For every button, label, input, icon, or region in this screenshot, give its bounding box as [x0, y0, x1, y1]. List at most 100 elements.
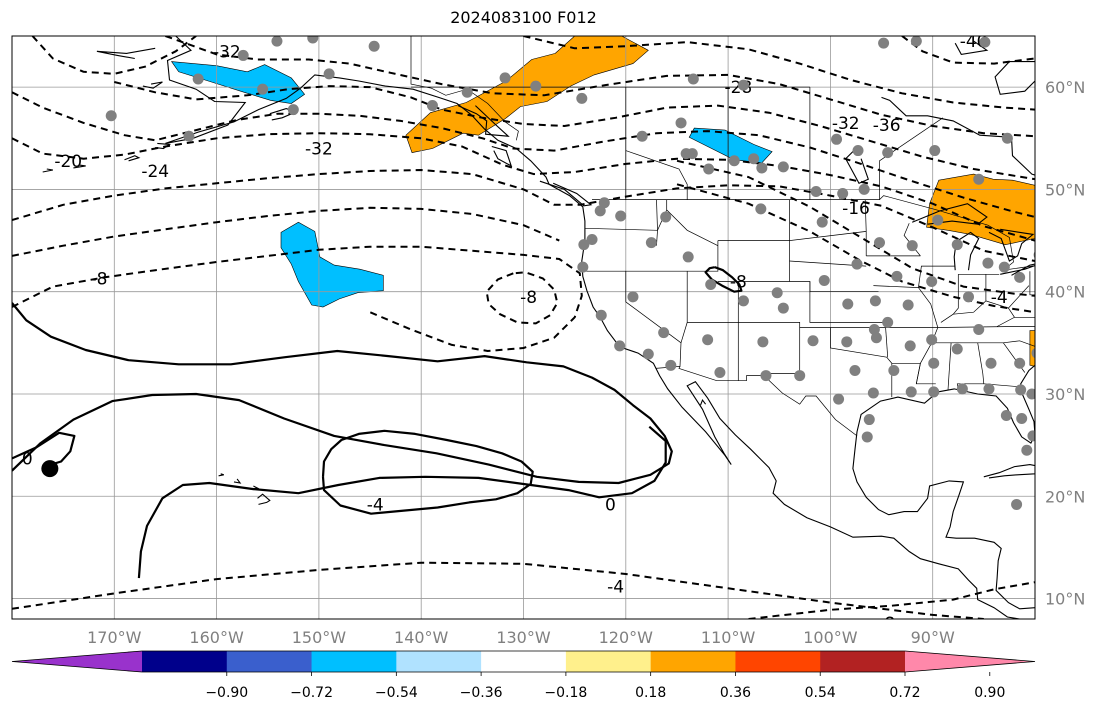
station-marker	[861, 431, 873, 443]
station-marker	[577, 261, 589, 273]
contour-label: -8	[878, 614, 895, 634]
dashed-minus12-east	[676, 159, 1035, 297]
colorbar-segment	[396, 651, 482, 672]
colorbar-tick-label: −0.18	[544, 685, 587, 701]
station-marker	[594, 205, 606, 217]
station-marker	[576, 92, 588, 104]
station-marker	[851, 258, 863, 270]
colorbar-tick-label: −0.72	[290, 685, 333, 701]
station-marker	[982, 257, 994, 269]
canada-bc-ab	[625, 150, 688, 200]
station-marker	[771, 287, 783, 299]
us-miss-river	[915, 287, 939, 384]
coastlines-layer	[42, 36, 1035, 619]
station-marker	[794, 370, 806, 382]
station-marker	[307, 36, 319, 44]
station-marker	[1034, 383, 1035, 388]
lon-tick-label: 100°W	[803, 628, 858, 647]
lon-tick-label: 110°W	[701, 628, 756, 647]
station-marker	[271, 36, 283, 47]
station-marker	[105, 110, 117, 122]
station-marker	[874, 237, 886, 249]
station-marker	[932, 214, 944, 226]
lon-tick-label: 140°W	[394, 628, 449, 647]
station-marker	[627, 291, 639, 303]
lake-winnipeg	[845, 148, 869, 185]
station-marker	[777, 302, 789, 314]
station-marker	[728, 155, 740, 167]
great-lakes-erie	[1000, 263, 1035, 276]
contour-0-north	[12, 302, 673, 485]
station-marker	[929, 145, 941, 157]
contour-0-west	[12, 431, 76, 467]
station-marker	[902, 299, 914, 311]
map-frame	[11, 35, 1036, 620]
station-marker	[837, 188, 849, 200]
station-marker	[816, 216, 828, 228]
station-marker	[675, 117, 687, 129]
station-marker	[1021, 444, 1033, 456]
station-marker	[985, 357, 997, 369]
station-marker	[1031, 347, 1035, 359]
dashed-minus20	[12, 132, 1035, 242]
us-dakotas	[789, 199, 867, 241]
colorbar-segment	[565, 651, 652, 672]
us-canada-border	[592, 195, 1035, 271]
lat-tick-label: 30°N	[1045, 385, 1085, 404]
station-marker	[642, 348, 654, 360]
lon-tick-label: 130°W	[496, 628, 551, 647]
dashed-minus8-big	[12, 245, 583, 352]
station-marker	[926, 275, 938, 287]
lon-tick-label: 170°W	[87, 628, 142, 647]
us-ia-mo	[873, 265, 956, 288]
station-marker	[192, 73, 204, 85]
colorbar: −0.90 −0.72 −0.54 −0.36 −0.18 0.18 0.36 0.54 0.7…	[11, 650, 1036, 701]
colorbar-tick-label: −0.90	[205, 685, 248, 701]
station-marker	[658, 327, 670, 339]
contour-label: -36	[873, 116, 901, 136]
station-marker	[757, 336, 769, 348]
colorbar-tick-label: 0.18	[635, 685, 666, 701]
cuba	[983, 464, 1035, 479]
haida-gwaii	[491, 145, 513, 168]
station-marker	[777, 161, 789, 173]
dashed-minus28-aleut	[31, 36, 197, 75]
station-marker	[578, 239, 590, 251]
station-marker	[703, 163, 715, 175]
station-marker	[858, 183, 870, 195]
southampton	[954, 40, 989, 56]
station-marker	[963, 291, 975, 303]
station-marker	[530, 80, 542, 92]
contour-8-rockies	[704, 266, 743, 293]
colorbar-tick-label: 0.72	[889, 685, 920, 701]
contour-label: 0	[22, 449, 33, 469]
contour-label: -4	[367, 495, 384, 515]
station-marker	[737, 295, 749, 307]
station-marker	[973, 324, 985, 336]
station-marker	[426, 100, 438, 112]
stations-layer	[41, 36, 1035, 510]
station-marker	[863, 414, 875, 426]
dashed-minus32	[165, 36, 1035, 138]
colorbar-tick-label: −0.54	[375, 685, 418, 701]
station-marker	[645, 237, 657, 249]
station-marker	[461, 86, 473, 98]
contour-0-south	[137, 425, 667, 579]
colorbar-segment	[481, 651, 567, 672]
lat-tick-label: 60°N	[1045, 78, 1085, 97]
station-marker	[882, 316, 894, 328]
station-marker	[287, 104, 299, 116]
dashed-minus16	[12, 169, 1035, 262]
station-marker	[368, 40, 380, 52]
aleutian-3	[73, 164, 86, 169]
us-ok-ar	[885, 327, 889, 358]
station-marker	[1001, 132, 1013, 144]
colorbar-segment	[820, 651, 906, 672]
station-marker	[928, 357, 940, 369]
colorbar-segment	[142, 651, 228, 672]
colorbar-segment	[226, 651, 313, 672]
lat-tick-label: 40°N	[1045, 283, 1085, 302]
colorbar-tick-label: −0.36	[460, 685, 503, 701]
north-america-coast	[165, 36, 1035, 619]
st-lawrence	[96, 47, 156, 60]
